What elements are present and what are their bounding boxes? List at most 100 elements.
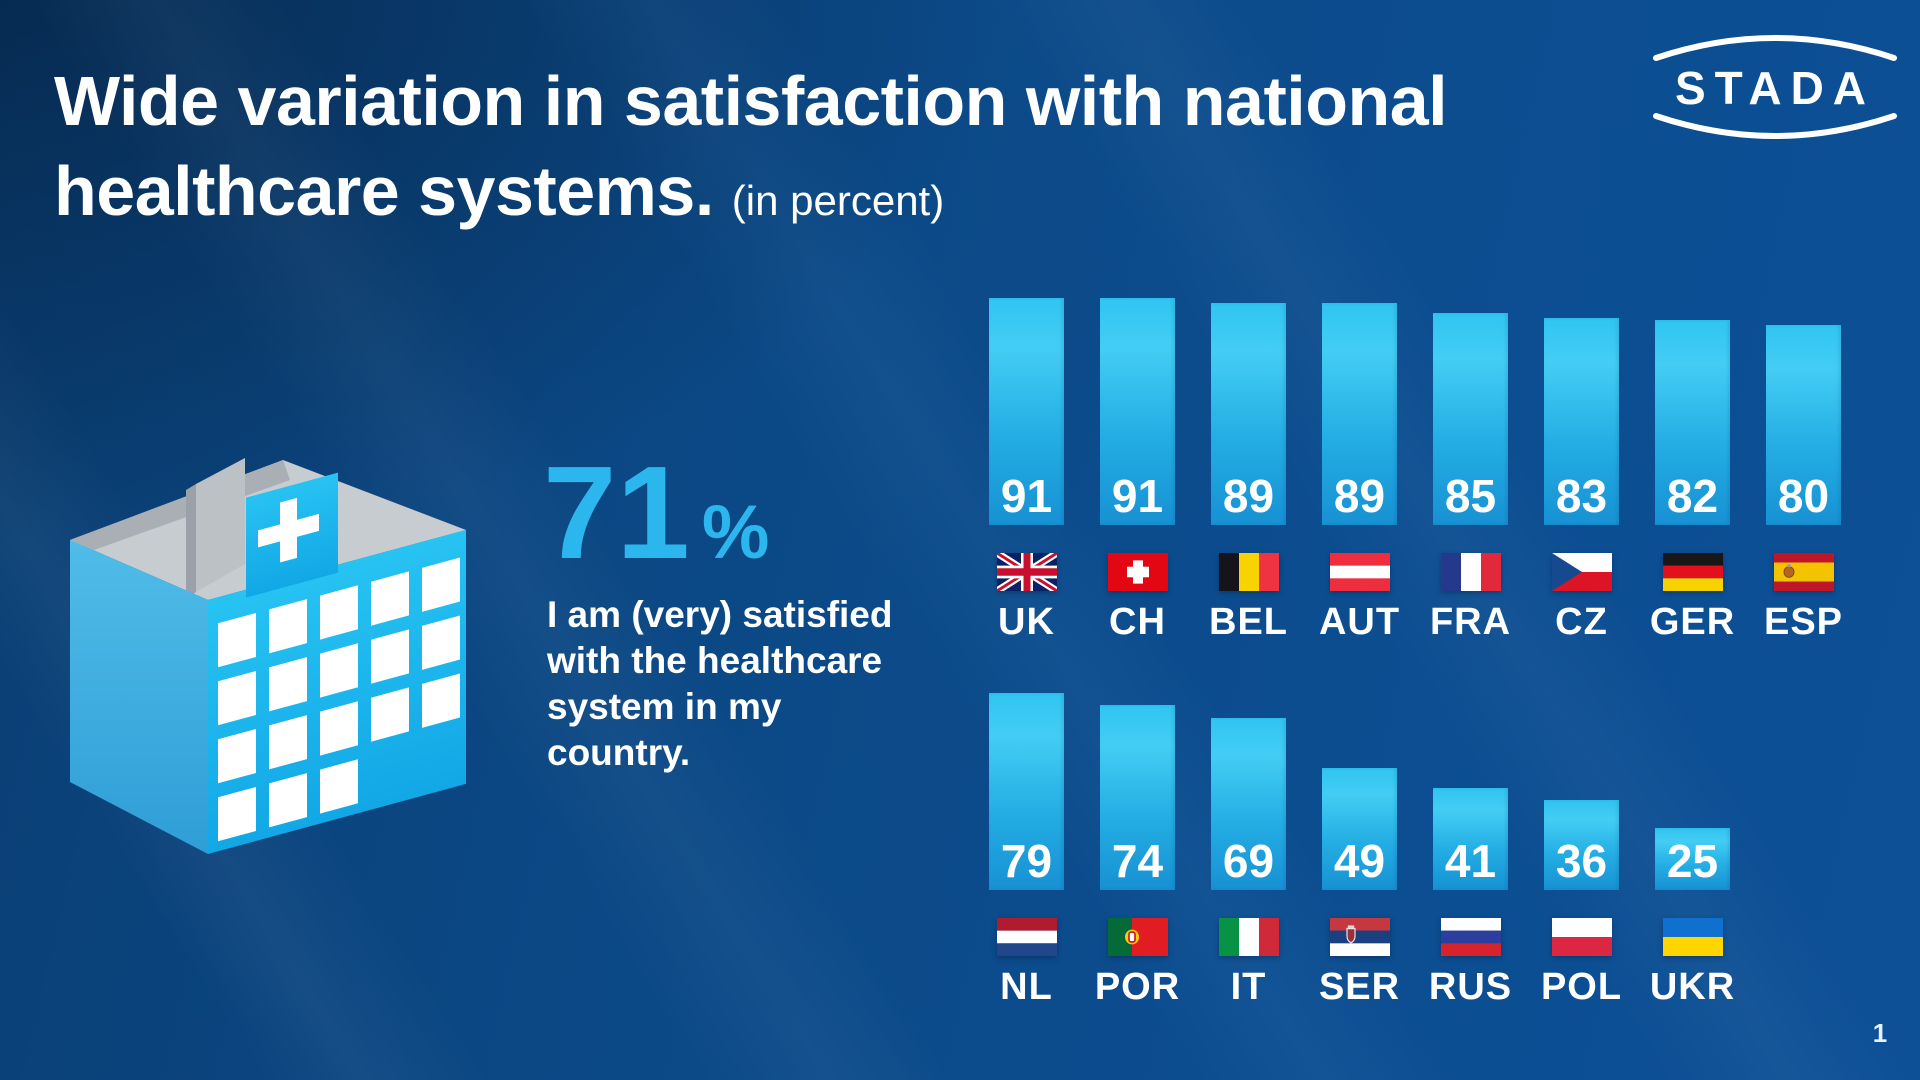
bar-value: 91 [1000, 470, 1053, 522]
ser-flag-icon [1329, 918, 1390, 956]
bar-area: 91 [1100, 295, 1175, 525]
bar-aut: 89 [1322, 302, 1397, 525]
ukr-flag-icon [1662, 918, 1723, 956]
rus-flag-icon [1440, 918, 1501, 956]
bar-value: 49 [1333, 835, 1386, 887]
page-title: Wide variation in satisfaction with nati… [54, 56, 1554, 246]
country-label: SER [1318, 966, 1401, 1008]
bar-column-esp: 80 ESP [1763, 295, 1844, 644]
bar-column-por: 74 POR [1095, 690, 1179, 1009]
bar-row-bottom: 79 NL 74 POR 69 IT 49 SER 41 RUS 36 POL 25 UKR [989, 690, 1734, 1009]
bar-pol: 36 [1544, 800, 1619, 890]
bar-area: 41 [1433, 690, 1508, 890]
bar-ukr: 25 [1655, 827, 1730, 890]
bar-rus: 41 [1433, 787, 1508, 890]
stat-caption-line: system in my [547, 686, 782, 727]
stat-value: 71 [543, 439, 690, 586]
ch-flag-icon [1107, 553, 1168, 591]
country-label: IT [1230, 966, 1267, 1008]
bar-value: 36 [1555, 835, 1608, 887]
bar-column-ch: 91 CH [1100, 295, 1175, 644]
title-subtitle: (in percent) [731, 177, 945, 224]
aut-flag-icon [1329, 553, 1390, 591]
esp-flag-icon [1773, 553, 1834, 591]
bar-value: 83 [1555, 470, 1608, 522]
logo-text: STADA [1675, 62, 1875, 114]
por-flag-icon [1107, 918, 1168, 956]
bar-column-rus: 41 RUS [1429, 690, 1511, 1009]
country-label: BEL [1209, 601, 1288, 643]
country-label: UK [998, 601, 1055, 643]
stat-unit: % [701, 490, 770, 575]
country-label: POL [1540, 966, 1623, 1008]
bar-value: 82 [1666, 470, 1719, 522]
bar-value: 41 [1444, 835, 1497, 887]
stat-caption: I am (very) satisfied with the healthcare… [547, 592, 892, 776]
bar-column-fra: 85 FRA [1429, 295, 1512, 644]
nl-flag-icon [996, 918, 1057, 956]
bar-area: 25 [1655, 690, 1730, 890]
country-label: CZ [1555, 601, 1608, 643]
bar-area: 79 [989, 690, 1064, 890]
bar-column-it: 69 IT [1211, 690, 1286, 1009]
bar-area: 89 [1322, 295, 1397, 525]
bar-column-aut: 89 AUT [1318, 295, 1401, 644]
bar-fra: 85 [1433, 312, 1508, 525]
stat-caption-line: country. [547, 732, 691, 773]
bar-value: 74 [1111, 835, 1164, 887]
bar-cz: 83 [1544, 317, 1619, 525]
bar-area: 80 [1766, 295, 1841, 525]
country-label: NL [1000, 966, 1053, 1008]
ger-flag-icon [1662, 553, 1723, 591]
country-label: FRA [1429, 601, 1512, 643]
pol-flag-icon [1551, 918, 1612, 956]
title-line-2: healthcare systems. (in percent) [54, 152, 945, 230]
bar-column-ukr: 25 UKR [1650, 690, 1734, 1009]
fra-flag-icon [1440, 553, 1501, 591]
country-label: AUT [1318, 601, 1401, 643]
bar-area: 36 [1544, 690, 1619, 890]
country-label: CH [1109, 601, 1166, 643]
bar-area: 85 [1433, 295, 1508, 525]
stat-caption-line: with the healthcare [547, 640, 883, 681]
cz-flag-icon [1551, 553, 1612, 591]
bar-column-ger: 82 GER [1650, 295, 1734, 644]
bar-esp: 80 [1766, 325, 1841, 525]
bar-area: 91 [989, 295, 1064, 525]
bar-area: 69 [1211, 690, 1286, 890]
bar-value: 25 [1666, 835, 1719, 887]
stada-logo: STADA [1650, 12, 1900, 162]
bar-area: 74 [1100, 690, 1175, 890]
bar-value: 89 [1222, 470, 1275, 522]
bar-area: 83 [1544, 295, 1619, 525]
bar-value: 89 [1333, 470, 1386, 522]
uk-flag-icon [996, 553, 1057, 591]
bar-value: 85 [1444, 470, 1497, 522]
title-line-1: Wide variation in satisfaction with nati… [54, 62, 1448, 140]
bar-it: 69 [1211, 717, 1286, 890]
bar-column-cz: 83 CZ [1544, 295, 1619, 644]
bar-column-bel: 89 BEL [1209, 295, 1288, 644]
country-label: GER [1649, 601, 1736, 643]
page-number: 1 [1872, 1018, 1888, 1048]
bar-row-top: 91 UK 91 CH 89 BEL 89 AUT 85 FRA 83 CZ 82 GER 80 ESP [989, 295, 1844, 644]
bar-uk: 91 [989, 297, 1064, 525]
stat-caption-line: I am (very) satisfied [547, 594, 893, 635]
bar-area: 82 [1655, 295, 1730, 525]
bar-column-uk: 91 UK [989, 295, 1064, 644]
bar-area: 49 [1322, 690, 1397, 890]
bar-column-nl: 79 NL [989, 690, 1064, 1009]
hospital-icon [38, 422, 518, 867]
country-label: POR [1094, 966, 1181, 1008]
bar-ch: 91 [1100, 297, 1175, 525]
bar-ser: 49 [1322, 767, 1397, 890]
bar-column-pol: 36 POL [1540, 690, 1623, 1009]
bar-area: 89 [1211, 295, 1286, 525]
bar-value: 69 [1222, 835, 1275, 887]
country-label: RUS [1428, 966, 1513, 1008]
bar-value: 80 [1777, 470, 1830, 522]
country-label: ESP [1763, 601, 1844, 643]
bel-flag-icon [1218, 553, 1279, 591]
bar-column-ser: 49 SER [1318, 690, 1401, 1009]
